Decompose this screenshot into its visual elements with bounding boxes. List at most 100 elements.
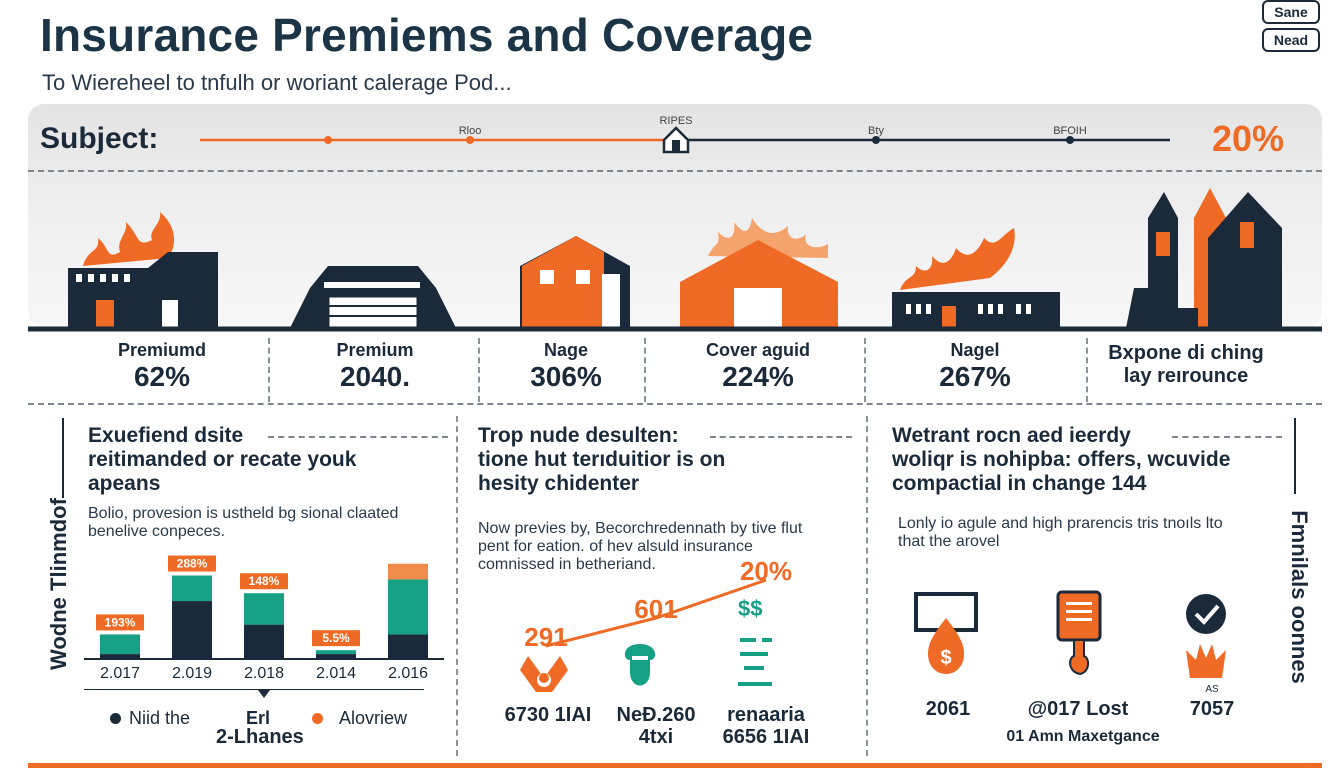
x-tick-label: 2.016	[388, 665, 428, 682]
flame-icon	[1186, 644, 1226, 678]
legend-dot-icon	[110, 713, 121, 724]
chart-pointer-icon	[258, 690, 270, 698]
stat-divider	[478, 338, 480, 402]
bar-segment	[388, 563, 428, 580]
right-vertical-rule	[1294, 418, 1296, 494]
data-label: 5.5%	[312, 630, 360, 647]
timeline-dot	[1066, 136, 1074, 144]
body-line: benelive conpeces.	[88, 523, 225, 540]
svg-text:288%: 288%	[177, 557, 208, 571]
save-button[interactable]: Sane	[1262, 0, 1320, 24]
body-line: comnissed in betheriand.	[478, 556, 656, 573]
point-label: 20%	[740, 560, 792, 586]
dollar-sign-icon: $$	[738, 596, 772, 686]
stat-divider	[1086, 338, 1088, 402]
stat-item: Nage 306%	[492, 340, 640, 393]
svg-text:$: $	[940, 647, 951, 669]
data-label: 288%	[168, 555, 216, 572]
left-vertical-text: Wodne Tlinmdof	[46, 498, 71, 670]
left-panel-body: Bolio, provesion is ustheld bg sional cl…	[88, 505, 448, 541]
panel-divider	[866, 416, 868, 756]
legend-item: Alovriew	[312, 708, 407, 729]
house-icon	[520, 236, 630, 328]
left-vertical-rule	[62, 418, 64, 498]
svg-text:148%: 148%	[249, 574, 280, 588]
heading-line: tione hut terıduitior is on	[478, 448, 726, 471]
right-panel-heading: Wetrant rocn aed ieerdy woliqr is nohipb…	[892, 424, 1282, 496]
mid-panel-body: Now previes by, Becorchredennath by tive…	[478, 520, 858, 574]
right-item-value: @017 Lost	[1027, 698, 1129, 720]
heading-underline	[1172, 436, 1282, 438]
heading-line: compactial in change 144	[892, 472, 1147, 495]
bar-segment	[100, 654, 140, 658]
page-subtitle: To Wiereheel to tnfulh or woriant calera…	[42, 70, 512, 95]
heading-line: Wetrant rocn aed ieerdy	[892, 424, 1131, 447]
growth-line-chart: $$ 291 601 20%	[520, 560, 792, 692]
stat-divider	[644, 338, 646, 402]
stat-label: Nagel	[950, 340, 1000, 360]
timeline: Rloo RIPES Bty BFOIH	[200, 115, 1170, 154]
heading-line: apeans	[88, 472, 161, 495]
data-label: 148%	[240, 573, 288, 590]
legend-item: Niid the	[110, 708, 190, 729]
body-line: Bolio, provesion is ustheld bg sional cl…	[88, 505, 399, 522]
stat-value: 306%	[530, 361, 602, 392]
stat-label: Premiumd	[117, 340, 207, 360]
x-tick-label: 2.018	[244, 665, 284, 682]
stat-label: Bxpone di ching	[1108, 342, 1264, 364]
timeline-percent: 20%	[1212, 118, 1285, 159]
mid-item-label: renaaria	[727, 704, 805, 726]
timeline-dot	[872, 136, 880, 144]
section-divider	[28, 403, 1322, 405]
warehouse-icon	[290, 266, 456, 330]
stat-item: Premium 2040.	[290, 340, 460, 393]
point-label: 291	[524, 622, 567, 652]
burning-office-icon	[892, 228, 1060, 328]
need-button[interactable]: Nead	[1262, 28, 1320, 52]
bar-segment	[316, 650, 356, 655]
point-label: 601	[634, 594, 677, 624]
body-line: pent for eation. of hev alsuld insurance	[478, 538, 753, 555]
church-icon	[1126, 188, 1282, 328]
heading-underline	[710, 436, 852, 438]
svg-text:5.5%: 5.5%	[322, 631, 350, 645]
bar-segment	[244, 593, 284, 625]
checkmark-icon	[1186, 594, 1226, 634]
stat-value: 267%	[939, 361, 1011, 392]
left-vertical-label: Wodne Tlinmdof	[44, 498, 74, 674]
bar-segment	[388, 634, 428, 658]
right-vertical-label: Fmnilals oonnes	[1284, 500, 1314, 690]
data-label: 193%	[96, 614, 144, 631]
band-divider	[28, 170, 1322, 172]
right-item-value: 7057	[1189, 698, 1235, 720]
body-line: Now previes by, Becorchredennath by tive…	[478, 520, 803, 537]
timeline-label: RIPES	[659, 115, 692, 127]
right-item-value: 2061	[925, 698, 971, 720]
bar-segment	[172, 601, 212, 658]
bar-segment	[172, 575, 212, 602]
stat-label: Cover aguid	[705, 340, 811, 360]
stacked-bar-chart: 193% 2.017 288% 2.019 148% 2.018 5.5% 2.014 2.01…	[84, 555, 444, 690]
stat-value: 224%	[722, 361, 794, 392]
heading-line: woliqr is nohipba: offers, wcuvide	[892, 448, 1231, 471]
stat-divider	[864, 338, 866, 402]
panel-divider	[456, 416, 458, 756]
mid-item-value: 6656 1IAI	[722, 726, 810, 748]
stat-label: Premium	[336, 340, 414, 360]
body-line: Lonly io agule and high prarencis tris t…	[898, 515, 1223, 532]
stat-item: Premiumd 62%	[82, 340, 242, 393]
svg-text:$$: $$	[738, 596, 762, 621]
stat-item: Cover aguid 224%	[676, 340, 840, 393]
right-icons: $	[914, 590, 1226, 678]
legend-label: Niid the	[129, 708, 191, 728]
legend-dot-icon	[312, 713, 323, 724]
left-panel-heading: Exuefiend dsite reitimanded or recate yo…	[88, 424, 448, 496]
burning-factory-icon	[68, 212, 218, 328]
x-tick-label: 2.017	[100, 665, 140, 682]
stat-value: 2040.	[339, 361, 411, 392]
timeline-dot	[324, 136, 332, 144]
body-line: that the arovel	[898, 533, 1000, 550]
timeline-dot	[466, 136, 474, 144]
x-tick-label: 2.019	[172, 665, 212, 682]
mid-panel-heading: Trop nude desulten: tione hut terıduitio…	[478, 424, 858, 496]
